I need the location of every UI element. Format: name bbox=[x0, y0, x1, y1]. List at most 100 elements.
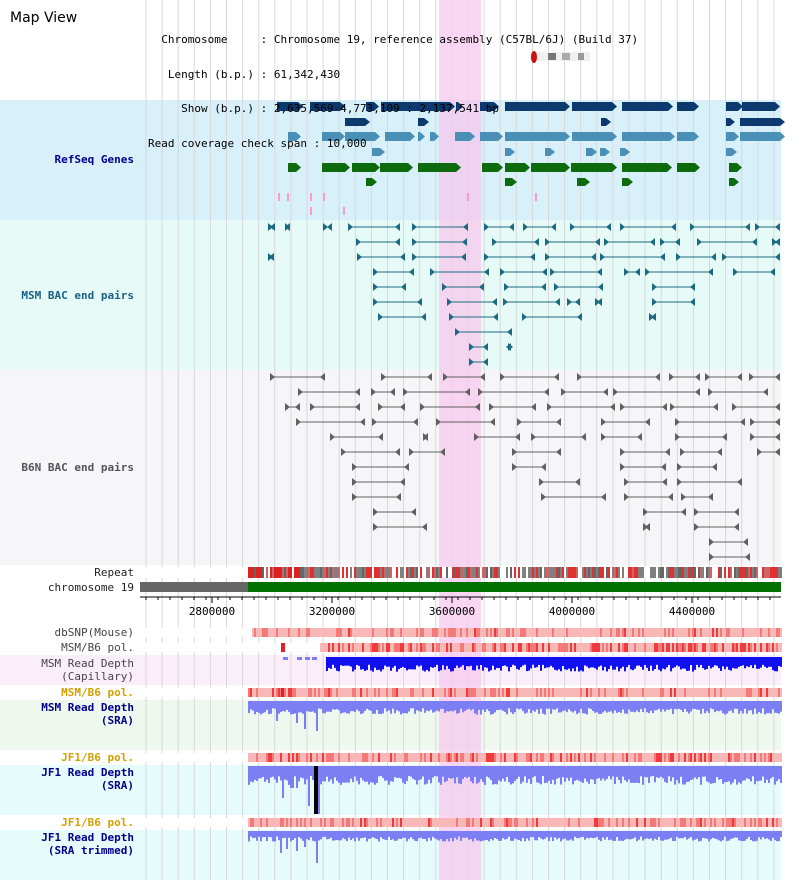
track-label-jf1-b6-pol-1[interactable]: JF1/B6 pol. bbox=[61, 751, 134, 764]
bac-end-marker bbox=[717, 448, 722, 456]
jf1-sra-bar bbox=[306, 766, 308, 780]
track-label-msm-b6-pol-2[interactable]: MSM/B6 pol. bbox=[61, 686, 134, 699]
dbsnp-cell bbox=[706, 628, 708, 637]
jf1-b6-pol-2-cell bbox=[578, 818, 580, 827]
msm-b6-pol-2-cell bbox=[614, 688, 616, 697]
gene-feature bbox=[372, 148, 380, 156]
repeat-feature bbox=[376, 567, 378, 578]
dbsnp-cell bbox=[640, 628, 642, 637]
jf1-b6-pol-1-cell bbox=[282, 753, 284, 762]
jf1-b6-pol-1-cell bbox=[296, 753, 298, 762]
track-label-b6n-bac-end-pairs[interactable]: B6N BAC end pairs bbox=[21, 461, 134, 474]
msm-capillary-bar bbox=[362, 657, 364, 670]
msm-capillary-bar bbox=[680, 657, 682, 670]
msm-capillary-bar bbox=[756, 657, 758, 669]
bac-end-marker bbox=[694, 523, 699, 531]
jf1-b6-pol-1-cell bbox=[598, 753, 600, 762]
msm-b6-pol-2-cell bbox=[704, 688, 706, 697]
track-label-msm-read-depth-sra[interactable]: MSM Read Depth (SRA) bbox=[41, 701, 134, 727]
gene-arrow bbox=[738, 102, 743, 111]
repeat-feature bbox=[274, 567, 276, 578]
msm-b6-pol-1-cell bbox=[448, 643, 450, 652]
track-label-jf1-read-depth-sra-trimmed[interactable]: JF1 Read Depth (SRA trimmed) bbox=[41, 831, 134, 857]
msm-b6-pol-2-cell bbox=[750, 688, 752, 697]
track-label-msm-b6-pol-1[interactable]: MSM/B6 pol. bbox=[61, 641, 134, 654]
repeat-feature bbox=[278, 567, 280, 578]
dbsnp-cell bbox=[356, 628, 358, 637]
msm-capillary-bar bbox=[570, 657, 572, 672]
jf1-sra-bar bbox=[504, 766, 506, 782]
msm-sra-bar bbox=[676, 701, 678, 710]
dbsnp-cell bbox=[312, 628, 314, 637]
jf1-b6-pol-2-cell bbox=[498, 818, 500, 827]
track-label-msm-read-depth-capillary[interactable]: MSM Read Depth (Capillary) bbox=[41, 657, 134, 683]
msm-b6-pol-2-cell bbox=[394, 688, 396, 697]
msm-b6-pol-2-cell bbox=[694, 688, 696, 697]
msm-b6-pol-1-cell bbox=[682, 643, 684, 652]
dbsnp-cell bbox=[476, 628, 478, 637]
repeat-feature bbox=[304, 567, 306, 578]
dbsnp-cell bbox=[334, 628, 336, 637]
msm-sra-bar bbox=[704, 701, 706, 714]
jf1-b6-pol-2-cell bbox=[356, 818, 358, 827]
jf1-b6-pol-1-cell bbox=[320, 753, 322, 762]
msm-capillary-bar bbox=[492, 657, 494, 666]
jf1-b6-pol-2-cell bbox=[434, 818, 436, 827]
track-label-repeat[interactable]: Repeat bbox=[94, 566, 134, 579]
repeat-feature bbox=[250, 567, 252, 578]
msm-sra-bar bbox=[366, 701, 368, 709]
jf1-b6-pol-1-cell bbox=[508, 753, 510, 762]
msm-b6-pol-2-cell bbox=[372, 688, 374, 697]
msm-b6-pol-1-cell bbox=[692, 643, 694, 652]
msm-sra-bar bbox=[636, 701, 638, 711]
jf1-b6-pol-2-cell bbox=[628, 818, 630, 827]
dbsnp-cell bbox=[504, 628, 506, 637]
track-label-jf1-b6-pol-2[interactable]: JF1/B6 pol. bbox=[61, 816, 134, 829]
dbsnp-cell bbox=[672, 628, 674, 637]
jf1-trim-bar bbox=[504, 831, 506, 840]
msm-sra-bar bbox=[342, 701, 344, 713]
jf1-b6-pol-1-cell bbox=[374, 753, 376, 762]
track-label-msm-bac-end-pairs[interactable]: MSM BAC end pairs bbox=[21, 289, 134, 302]
msm-capillary-bar bbox=[688, 657, 690, 671]
jf1-b6-pol-1-cell bbox=[392, 753, 394, 762]
track-label-jf1-read-depth-sra[interactable]: JF1 Read Depth (SRA) bbox=[41, 766, 134, 792]
track-label-dbsnp[interactable]: dbSNP(Mouse) bbox=[54, 626, 134, 639]
msm-b6-pol-1-cell bbox=[464, 643, 466, 652]
jf1-trim-bar bbox=[320, 831, 322, 840]
jf1-b6-pol-2-cell bbox=[252, 818, 254, 827]
msm-sra-bar bbox=[656, 701, 658, 711]
jf1-sra-bar bbox=[768, 766, 770, 784]
jf1-trim-bar bbox=[314, 831, 316, 842]
dbsnp-cell bbox=[360, 628, 362, 637]
jf1-b6-pol-1-cell bbox=[274, 753, 276, 762]
jf1-trim-bar bbox=[370, 831, 372, 839]
jf1-sra-spike bbox=[314, 766, 318, 814]
gene-feature bbox=[366, 178, 372, 186]
jf1-b6-pol-2-cell bbox=[650, 818, 652, 827]
gene-feature bbox=[622, 163, 667, 172]
msm-b6-pol-1-cell bbox=[630, 643, 632, 652]
track-label-refseq-genes[interactable]: RefSeq Genes bbox=[54, 153, 134, 166]
msm-b6-pol-2-cell bbox=[402, 688, 404, 697]
jf1-b6-pol-2-cell bbox=[520, 818, 522, 827]
jf1-trim-bar bbox=[772, 831, 774, 838]
msm-b6-pol-1-cell bbox=[702, 643, 704, 652]
jf1-b6-pol-2-cell bbox=[554, 818, 556, 827]
repeat-feature bbox=[778, 567, 780, 578]
jf1-sra-bar bbox=[392, 766, 394, 782]
jf1-sra-bar bbox=[726, 766, 728, 783]
msm-b6-pol-1-cell bbox=[642, 643, 644, 652]
jf1-b6-pol-2-cell bbox=[272, 818, 274, 827]
dbsnp-cell bbox=[332, 628, 334, 637]
msm-sra-bar bbox=[548, 701, 550, 709]
msm-sra-bar bbox=[734, 701, 736, 709]
jf1-sra-bar bbox=[324, 766, 326, 782]
repeat-feature bbox=[774, 567, 776, 578]
msm-b6-pol-1-cell bbox=[362, 643, 364, 652]
gene-arrow bbox=[670, 132, 675, 141]
track-label-chromosome[interactable]: chromosome 19 bbox=[47, 581, 134, 594]
jf1-b6-pol-1-cell bbox=[426, 753, 428, 762]
jf1-sra-bar bbox=[450, 766, 452, 779]
bac-end-marker bbox=[665, 448, 670, 456]
